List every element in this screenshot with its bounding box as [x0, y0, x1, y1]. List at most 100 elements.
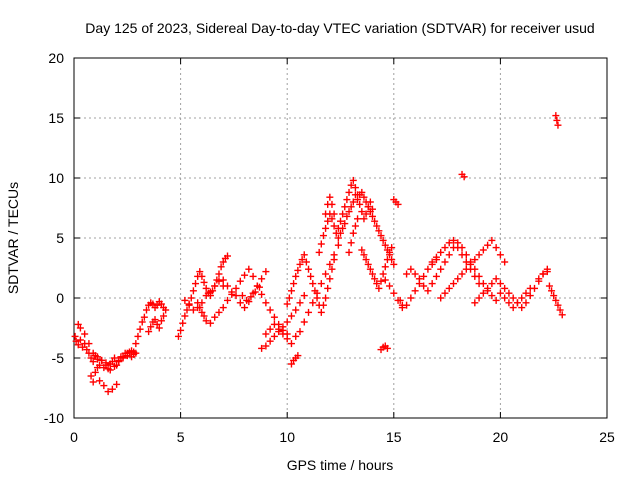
data-point — [194, 299, 202, 307]
data-point — [300, 292, 308, 300]
data-point — [138, 318, 146, 326]
data-point — [76, 336, 84, 344]
data-point — [309, 299, 317, 307]
data-point — [134, 332, 142, 340]
data-point — [437, 265, 445, 273]
data-point — [496, 251, 504, 259]
data-point — [215, 308, 223, 316]
y-tick-label: 5 — [56, 230, 64, 246]
data-point — [322, 294, 330, 302]
data-point — [317, 308, 325, 316]
data-point — [437, 248, 445, 256]
data-point — [71, 332, 79, 340]
y-axis: -10 -5 0 5 10 15 20 — [44, 50, 607, 426]
data-point — [305, 308, 313, 316]
data-point — [552, 112, 560, 120]
data-point — [475, 294, 483, 302]
data-point — [232, 284, 240, 292]
data-point — [349, 176, 357, 184]
data-point — [379, 236, 387, 244]
data-point — [492, 275, 500, 283]
data-point — [236, 299, 244, 307]
data-point — [513, 299, 521, 307]
data-point — [545, 282, 553, 290]
data-point — [345, 248, 353, 256]
data-point — [315, 248, 323, 256]
data-point — [381, 241, 389, 249]
data-point — [322, 210, 330, 218]
data-point — [386, 282, 394, 290]
data-point — [296, 299, 304, 307]
data-point — [341, 220, 349, 228]
data-point — [290, 280, 298, 288]
data-point — [371, 217, 379, 225]
data-point — [420, 282, 428, 290]
data-point — [196, 304, 204, 312]
data-point — [330, 210, 338, 218]
data-point — [454, 275, 462, 283]
data-point — [279, 323, 287, 331]
data-point — [358, 208, 366, 216]
data-point — [328, 215, 336, 223]
data-point — [326, 260, 334, 268]
data-point — [462, 258, 470, 266]
data-point — [238, 292, 246, 300]
data-point — [106, 366, 114, 374]
data-point — [522, 299, 530, 307]
data-point — [337, 229, 344, 237]
data-point — [496, 280, 504, 288]
data-point — [471, 256, 479, 264]
data-point — [157, 317, 165, 325]
data-point — [522, 289, 530, 297]
data-point — [526, 284, 534, 292]
x-tick-label: 15 — [386, 429, 402, 445]
data-point — [296, 260, 304, 268]
data-point — [354, 196, 362, 204]
data-point — [181, 312, 189, 320]
data-point — [407, 294, 415, 302]
data-point — [420, 272, 428, 280]
data-point — [111, 354, 119, 362]
data-point — [149, 300, 157, 308]
data-point — [83, 346, 91, 354]
data-point — [93, 364, 101, 372]
data-point — [302, 258, 310, 266]
data-point — [219, 276, 227, 284]
data-point — [539, 270, 547, 278]
data-point — [198, 272, 206, 280]
data-point — [383, 256, 391, 264]
data-point — [334, 234, 342, 242]
data-point — [224, 252, 232, 260]
data-point — [554, 301, 562, 309]
data-point — [471, 299, 479, 307]
data-point — [351, 222, 359, 230]
data-point — [347, 239, 355, 247]
data-point — [356, 200, 364, 208]
data-point — [375, 284, 383, 292]
data-point — [96, 377, 104, 385]
data-points — [71, 112, 566, 396]
data-point — [339, 224, 347, 232]
data-point — [467, 260, 475, 268]
data-point — [390, 289, 398, 297]
data-point — [307, 272, 315, 280]
data-point — [326, 193, 334, 201]
data-point — [396, 296, 404, 304]
data-point — [362, 210, 370, 218]
data-point — [294, 352, 302, 360]
data-point — [445, 239, 453, 247]
y-axis-label: SDTVAR / TECUs — [5, 182, 21, 294]
data-point — [479, 246, 487, 254]
data-point — [183, 306, 191, 314]
data-point — [381, 276, 389, 284]
data-point — [379, 270, 387, 278]
data-point — [224, 282, 232, 290]
data-point — [411, 270, 419, 278]
data-point — [142, 306, 150, 314]
data-point — [386, 248, 394, 256]
data-point — [345, 188, 353, 196]
data-point — [330, 222, 338, 230]
data-point — [432, 253, 440, 261]
data-point — [236, 277, 244, 285]
y-tick-label: 20 — [48, 50, 64, 66]
